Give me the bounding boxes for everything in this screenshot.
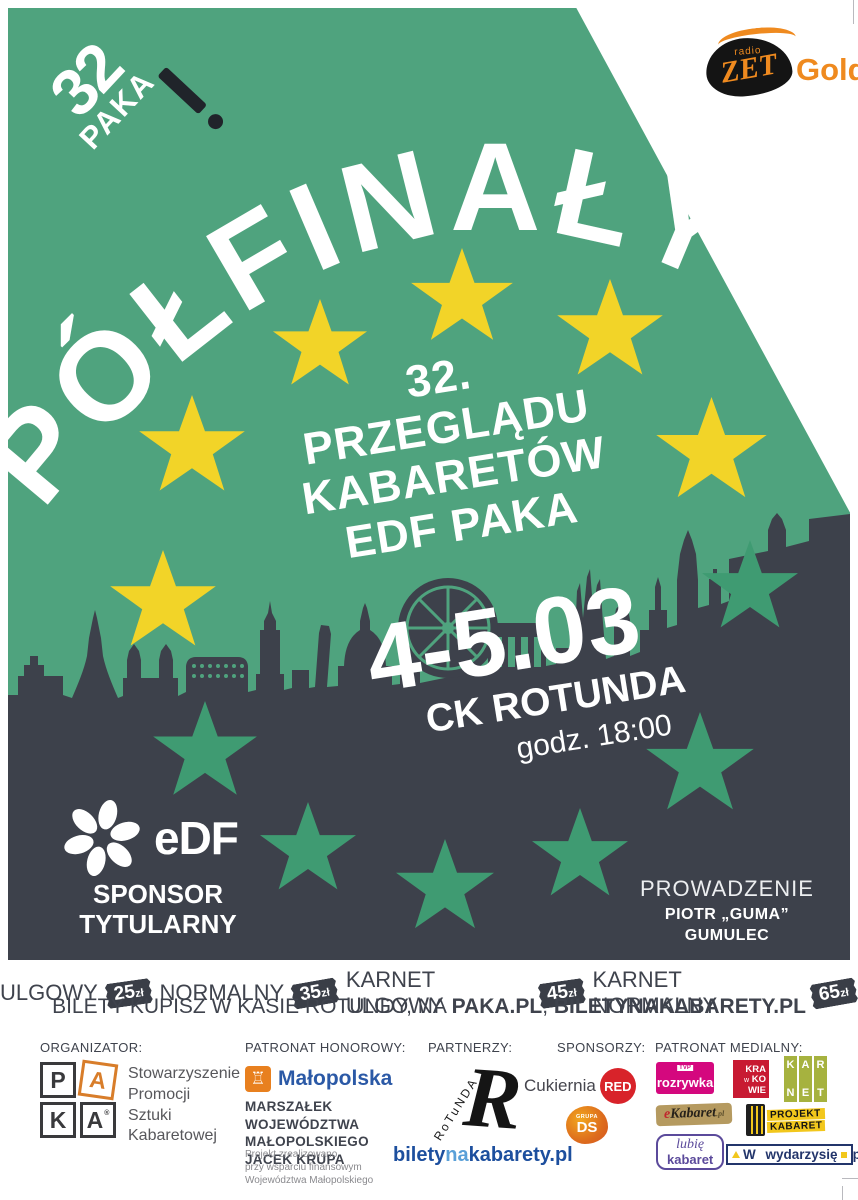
yellow-square-icon: [840, 1151, 847, 1158]
ticket-label: KARNET NORMALNY: [592, 967, 718, 1018]
purchase-info: BILETY KUPISZ W KASIE ROTUNDY, NA PAKA.P…: [52, 995, 806, 1018]
crop-mark: [842, 1186, 843, 1200]
funding-note: Projekt zrealizowano przy wsparciu finan…: [245, 1149, 374, 1186]
sponsor-role: SPONSOR TYTULARNY: [48, 879, 268, 940]
malopolska-logo: ♖ Małopolska: [245, 1066, 392, 1092]
cukiernia-red-logo: Cukiernia RED: [524, 1068, 636, 1104]
gate-columns: [495, 637, 541, 667]
ticket-label: KARNET ULGOWY: [345, 967, 444, 1018]
red-circle-icon: RED: [599, 1068, 636, 1104]
malopolska-wordmark: Małopolska: [278, 1067, 393, 1090]
sponsors-label: SPONSORZY:: [557, 1040, 646, 1055]
paka-tile: A ®: [80, 1102, 116, 1138]
paka-footer-logo: P A K A ®: [40, 1059, 119, 1138]
yellow-triangle-icon: [732, 1151, 740, 1158]
exclamation-dot-icon: [204, 110, 227, 133]
headline-arc: PÓŁFINAŁY: [0, 118, 751, 528]
site-biletynakabarety: BILETYNAKABARETY.PL: [553, 995, 806, 1018]
crop-mark: [853, 0, 854, 24]
host-label: PROWADZENIE: [640, 876, 814, 901]
host-name: PIOTR „GUMA” GUMULEC: [664, 906, 790, 944]
host-block: PROWADZENIE PIOTR „GUMA” GUMULEC: [612, 876, 842, 947]
exclamation-bar-icon: [157, 66, 208, 115]
castle-icon: ♖: [245, 1066, 271, 1092]
edf-logo: eDF: [58, 792, 278, 884]
edf-flower-icon: [64, 799, 140, 877]
media-label: PATRONAT MEDIALNY:: [655, 1040, 803, 1055]
gold-label: Gold: [796, 52, 858, 87]
grupa-ds-logo: GRUPA DS: [566, 1106, 608, 1144]
sponsor-line: TYTULARNY: [79, 908, 237, 939]
skyline-silhouette: [8, 513, 850, 960]
organizer-text: Stowarzyszenie Promocji Sztuki Kabaretow…: [128, 1065, 241, 1145]
marshal-text: MARSZAŁEK WOJEWÓDZTWA MAŁOPOLSKIEGO JACE…: [245, 1099, 369, 1167]
ekabaret-logo: eKabaret.pl: [655, 1102, 733, 1127]
site-paka: PAKA.PL: [451, 995, 543, 1018]
paka-tile: P: [40, 1062, 76, 1098]
ticket-label: ULGOWY: [0, 980, 98, 1005]
ticket-prices: ULGOWY 25zł NORMALNY 35zł KARNET ULGOWY …: [0, 967, 858, 1019]
biletynakabarety-logo: biletynakabarety.pl: [393, 1144, 573, 1166]
wydarzysie-logo: W wydarzysię pl: [726, 1144, 858, 1165]
paka-tile: A: [77, 1059, 119, 1101]
honorary-label: PATRONAT HONOROWY:: [245, 1040, 406, 1055]
krakowie-logo: KRA w KO WIE: [733, 1060, 769, 1098]
ferris-wheel-icon: [398, 578, 498, 678]
lubie-kabaret-logo: lubię kabaret: [656, 1134, 725, 1171]
colosseum-windows: [192, 664, 244, 678]
ticket-label: NORMALNY: [159, 980, 285, 1005]
tvp-rozrywka-logo: TVP rozrywka: [656, 1062, 714, 1094]
paka-tile: K: [40, 1102, 76, 1138]
projekt-kabaret-logo: PROJEKT KABARET: [746, 1104, 826, 1136]
radio-zet-gold-logo: radio ZET Gold: [700, 23, 858, 110]
curtain-icon: [746, 1104, 765, 1136]
organizer-label: ORGANIZATOR:: [40, 1040, 143, 1055]
sponsor-line: SPONSOR: [92, 879, 224, 909]
edf-wordmark: eDF: [154, 812, 239, 864]
partners-label: PARTNERZY:: [428, 1040, 513, 1055]
crop-mark: [842, 1178, 858, 1179]
